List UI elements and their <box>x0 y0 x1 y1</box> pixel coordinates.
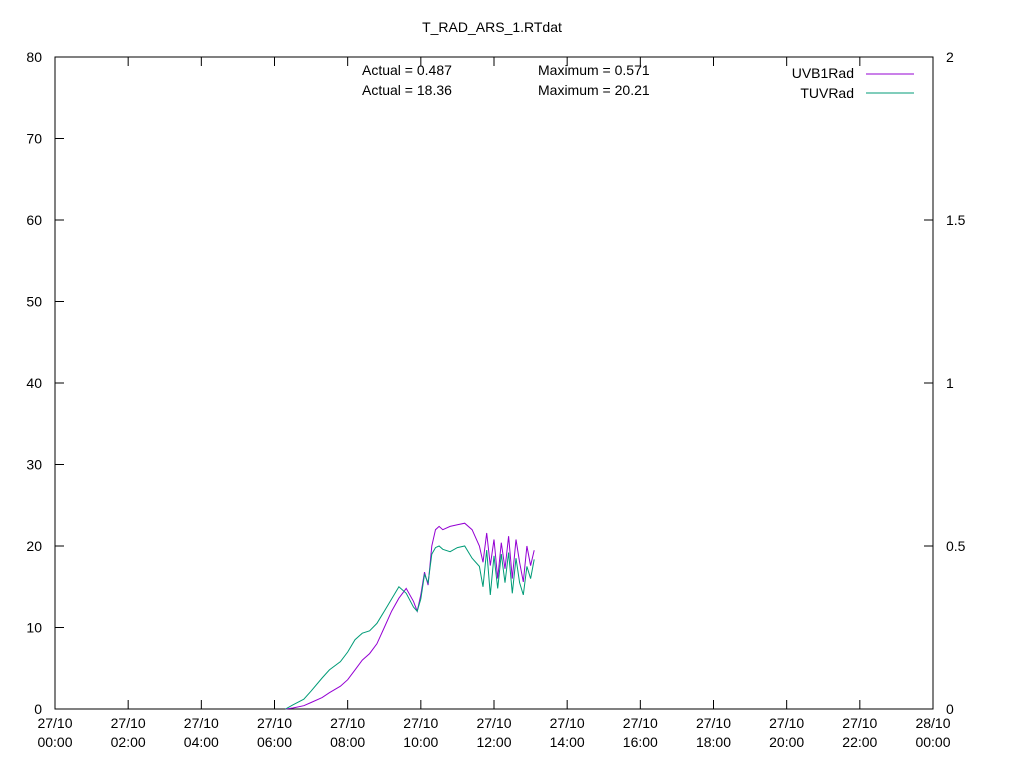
annotation-actual-1: Actual = 0.487 <box>362 62 452 78</box>
x-tick-label: 28/10 00:00 <box>915 715 950 750</box>
annotation-maximum-1: Maximum = 0.571 <box>538 62 650 78</box>
x-tick-label: 27/10 22:00 <box>842 715 877 750</box>
chart-title: T_RAD_ARS_1.RTdat <box>422 19 562 35</box>
right-tick-label: 0 <box>946 701 954 717</box>
annotation-maximum-2: Maximum = 20.21 <box>538 82 650 98</box>
x-axis: 27/10 00:00 27/10 02:00 27/10 04:00 27/10 06:00… <box>37 57 951 750</box>
series-line-tuvrad <box>285 545 535 710</box>
x-tick-label: 27/10 14:00 <box>550 715 585 750</box>
legend: UVB1Rad TUVRad <box>792 65 914 101</box>
x-tick-label: 27/10 18:00 <box>696 715 731 750</box>
series-line-uvb1rad <box>285 522 535 710</box>
right-tick-label: 1.5 <box>946 212 966 228</box>
left-tick-label: 30 <box>26 457 42 473</box>
x-tick-label: 27/10 12:00 <box>476 715 511 750</box>
x-tick-label: 27/10 00:00 <box>37 715 72 750</box>
left-tick-label: 50 <box>26 294 42 310</box>
right-tick-label: 2 <box>946 49 954 65</box>
left-tick-label: 70 <box>26 131 42 147</box>
left-axis: 0 10 20 30 40 50 60 70 80 <box>26 49 64 717</box>
right-axis: 0 0.5 1 1.5 2 <box>924 49 966 717</box>
series-group <box>285 522 535 710</box>
right-tick-label: 0.5 <box>946 538 966 554</box>
left-tick-label: 60 <box>26 212 42 228</box>
annotation-actual-2: Actual = 18.36 <box>362 82 452 98</box>
x-tick-label: 27/10 02:00 <box>111 715 146 750</box>
legend-label-uvb1rad: UVB1Rad <box>792 65 854 81</box>
x-tick-label: 27/10 10:00 <box>403 715 438 750</box>
x-tick-label: 27/10 20:00 <box>769 715 804 750</box>
x-tick-label: 27/10 06:00 <box>257 715 292 750</box>
right-tick-label: 1 <box>946 375 954 391</box>
left-tick-label: 80 <box>26 49 42 65</box>
legend-label-tuvrad: TUVRad <box>800 85 854 101</box>
x-tick-label: 27/10 08:00 <box>330 715 365 750</box>
left-tick-label: 40 <box>26 375 42 391</box>
left-tick-label: 10 <box>26 620 42 636</box>
x-tick-label: 27/10 04:00 <box>184 715 219 750</box>
left-tick-label: 20 <box>26 538 42 554</box>
left-tick-label: 0 <box>34 701 42 717</box>
plot-frame <box>54 56 934 710</box>
x-tick-label: 27/10 16:00 <box>623 715 658 750</box>
